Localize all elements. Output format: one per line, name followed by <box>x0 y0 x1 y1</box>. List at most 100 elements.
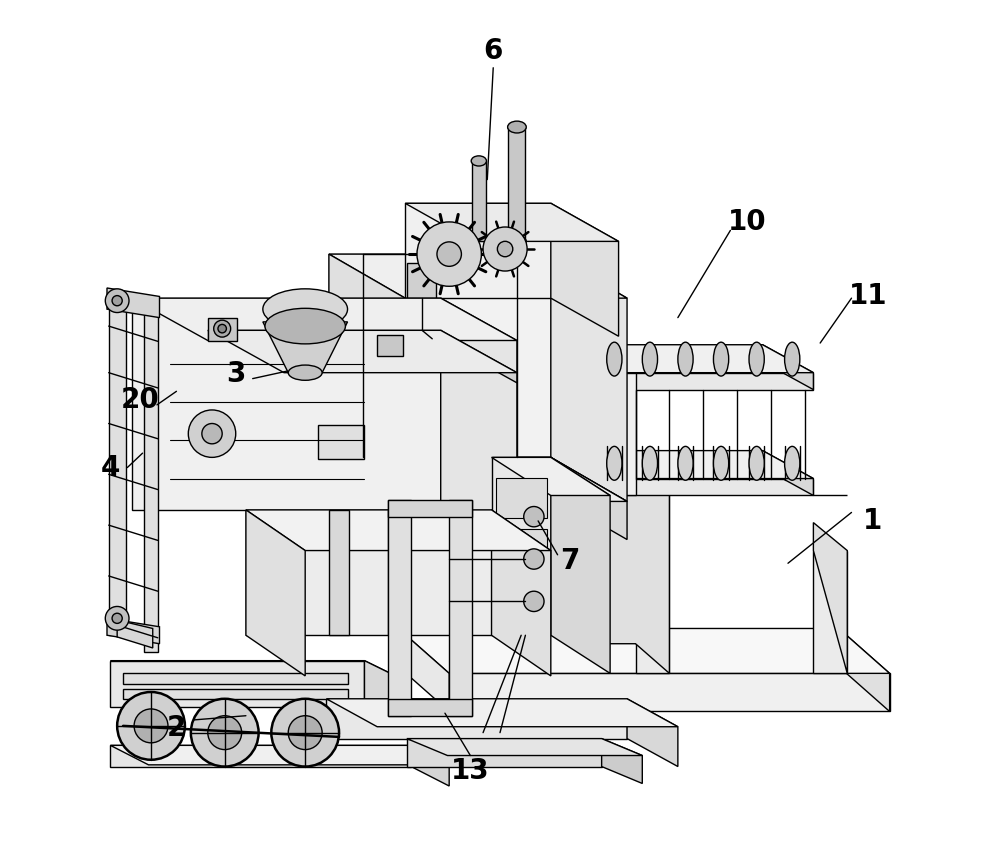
Circle shape <box>524 507 544 527</box>
Polygon shape <box>110 661 411 684</box>
Polygon shape <box>602 479 813 495</box>
Polygon shape <box>263 322 348 373</box>
Polygon shape <box>627 699 678 767</box>
Polygon shape <box>377 335 403 356</box>
Polygon shape <box>492 457 610 495</box>
Circle shape <box>208 716 242 750</box>
Polygon shape <box>329 254 627 298</box>
Polygon shape <box>492 457 551 635</box>
Polygon shape <box>763 451 813 495</box>
Polygon shape <box>813 551 847 673</box>
Polygon shape <box>508 127 525 241</box>
Polygon shape <box>107 618 160 644</box>
Text: 20: 20 <box>121 385 159 414</box>
Ellipse shape <box>508 235 526 247</box>
Polygon shape <box>246 510 551 551</box>
Circle shape <box>134 709 168 743</box>
Circle shape <box>191 699 259 767</box>
Text: 7: 7 <box>560 546 579 575</box>
Ellipse shape <box>678 446 693 480</box>
Ellipse shape <box>288 365 322 380</box>
Circle shape <box>105 289 129 313</box>
Circle shape <box>524 549 544 569</box>
Circle shape <box>437 242 461 266</box>
Ellipse shape <box>607 342 622 376</box>
Polygon shape <box>551 345 813 373</box>
Polygon shape <box>411 745 449 786</box>
Text: 6: 6 <box>484 36 503 65</box>
Ellipse shape <box>642 342 658 376</box>
Polygon shape <box>496 579 547 620</box>
Polygon shape <box>110 745 411 767</box>
Text: 10: 10 <box>728 208 767 236</box>
Polygon shape <box>110 661 364 707</box>
Text: 4: 4 <box>101 453 120 482</box>
Polygon shape <box>492 510 551 676</box>
Polygon shape <box>388 699 472 716</box>
Text: 1: 1 <box>863 507 882 535</box>
Polygon shape <box>318 425 364 459</box>
Polygon shape <box>496 529 547 569</box>
Ellipse shape <box>508 121 526 133</box>
Circle shape <box>497 241 513 257</box>
Ellipse shape <box>713 446 729 480</box>
Polygon shape <box>208 330 517 373</box>
Ellipse shape <box>471 156 486 166</box>
Polygon shape <box>329 254 405 540</box>
Polygon shape <box>329 254 551 457</box>
Circle shape <box>112 613 122 623</box>
Circle shape <box>202 424 222 444</box>
Polygon shape <box>839 628 890 711</box>
Circle shape <box>288 716 322 750</box>
Polygon shape <box>551 451 813 479</box>
Polygon shape <box>208 318 237 341</box>
Circle shape <box>188 410 236 457</box>
Text: 11: 11 <box>849 282 888 311</box>
Ellipse shape <box>749 342 764 376</box>
Polygon shape <box>407 739 602 767</box>
Polygon shape <box>123 689 348 699</box>
Polygon shape <box>326 699 678 727</box>
Polygon shape <box>472 161 486 241</box>
Polygon shape <box>364 661 411 730</box>
Polygon shape <box>329 510 349 635</box>
Circle shape <box>105 606 129 630</box>
Polygon shape <box>329 457 627 501</box>
Ellipse shape <box>749 446 764 480</box>
Polygon shape <box>405 203 619 241</box>
Circle shape <box>214 320 231 337</box>
Polygon shape <box>551 457 610 673</box>
Polygon shape <box>496 478 547 518</box>
Polygon shape <box>132 298 441 510</box>
Polygon shape <box>407 263 436 298</box>
Polygon shape <box>407 739 642 756</box>
Ellipse shape <box>263 289 348 329</box>
Polygon shape <box>329 457 551 495</box>
Text: 13: 13 <box>451 756 490 785</box>
Polygon shape <box>441 298 517 552</box>
Polygon shape <box>449 500 472 716</box>
Circle shape <box>271 699 339 767</box>
Polygon shape <box>388 500 411 716</box>
Ellipse shape <box>607 446 622 480</box>
Ellipse shape <box>265 308 345 344</box>
Circle shape <box>112 296 122 306</box>
Polygon shape <box>602 468 669 673</box>
Polygon shape <box>144 305 158 652</box>
Circle shape <box>524 591 544 612</box>
Polygon shape <box>398 628 890 673</box>
Polygon shape <box>132 298 517 340</box>
Polygon shape <box>246 510 492 635</box>
Polygon shape <box>208 330 441 340</box>
Polygon shape <box>602 373 636 495</box>
Polygon shape <box>246 510 305 676</box>
Circle shape <box>483 227 527 271</box>
Polygon shape <box>441 330 517 383</box>
Ellipse shape <box>678 342 693 376</box>
Ellipse shape <box>642 446 658 480</box>
Text: 3: 3 <box>226 360 245 389</box>
Circle shape <box>117 692 185 760</box>
Polygon shape <box>405 203 551 298</box>
Polygon shape <box>813 523 847 673</box>
Polygon shape <box>110 745 449 765</box>
